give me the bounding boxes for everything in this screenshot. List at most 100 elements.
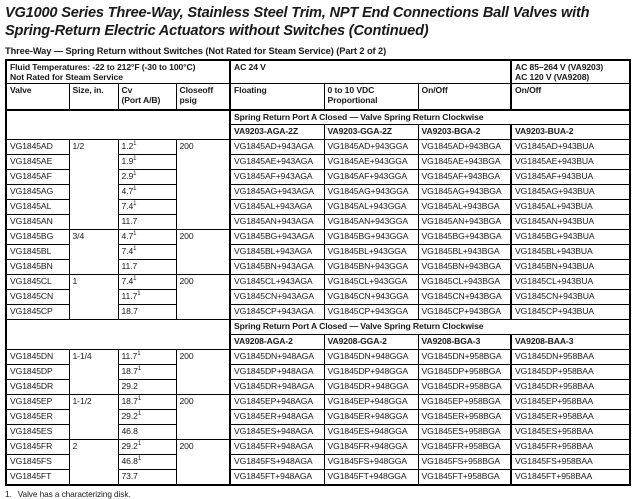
column-header-line: Valve [10,85,32,95]
combo-cell: VG1845AN+943BUA [510,214,631,230]
header-row-columns: Valve Size, in. Cv (Port A/B) Closeoff psi… [5,83,631,111]
valve-code-cell: VG1845AE [5,154,70,170]
combo-cell: VG1845FR+948GGA [323,439,419,455]
combo-cell: VG1845ES+948AGA [229,424,325,440]
valve-code-cell: VG1845AN [5,214,70,230]
combo-cell: VG1845ES+958BGA [417,424,512,440]
cv-cell: 1.91 [117,154,177,170]
valve-code-cell: VG1845ER [5,409,70,425]
combo-cell: VG1845ER+958BGA [417,409,512,425]
cv-cell: 2.91 [117,169,177,185]
combo-cell: VG1845BN+943GGA [323,259,419,275]
cv-cell: 46.81 [117,454,177,470]
valve-code-cell: VG1845FT [5,469,70,485]
cv-value: 18.7 [121,396,138,406]
section-header-row: Spring Return Port A Closed — Valve Spri… [5,319,631,350]
valve-code-cell: VG1845DN [5,349,70,365]
valve-code-cell: VG1845ES [5,424,70,440]
combo-cell: VG1845DR+948AGA [229,379,325,395]
combo-cell: VG1845CL+943BGA [417,274,512,290]
cv-cell: 46.8 [117,424,177,440]
combo-cell: VG1845CP+943GGA [323,304,419,320]
table-row: VG1845BG 3/4 4.71 200 VG1845BG+943AGA VG… [5,229,631,275]
closeoff-cell: 200 [175,274,231,320]
footnote-marker: 1 [133,231,137,238]
fluid-temperature-header-cell: Fluid Temperatures: -22 to 212°F (-30 to… [5,59,231,84]
cv-value: 11.7 [121,216,138,226]
combo-cell: VG1845CP+943BUA [510,304,631,320]
actuator-model-cell: VA9208-GGA-2 [323,334,419,350]
ac-high-voltage-header-cell: AC 85–264 V (VA9203) AC 120 V (VA9208) [510,59,631,84]
combo-cell: VG1845FT+948AGA [229,469,325,485]
valve-code-cell: VG1845CN [5,289,70,305]
cv-cell: 4.71 [117,229,177,245]
actuator-model-cell: VA9203-AGA-2Z [229,124,325,140]
column-header-line: On/Off [515,85,542,95]
footnote-marker: 1 [137,441,142,448]
column-header-cv: Cv (Port A/B) [117,83,177,111]
cv-value: 18.7 [121,306,138,316]
table-caption: Three-Way — Spring Return without Switch… [5,46,387,56]
column-header-line: On/Off [421,85,448,95]
table-row: VG1845FR 2 29.21 200 VG1845FR+948AGA VG1… [5,439,631,485]
header-row-power: Fluid Temperatures: -22 to 212°F (-30 to… [5,59,631,84]
footnote-marker: 1 [137,291,141,298]
combo-cell: VG1845FR+958BAA [510,439,631,455]
fluid-temperature-line1: Fluid Temperatures: -22 to 212°F (-30 to… [10,62,196,72]
size-cell: 1-1/2 [68,394,119,440]
table-row: VG1845AN 11.7 VG1845AN+943AGA VG1845AN+9… [5,214,631,230]
combo-cell: VG1845EP+948GGA [323,394,419,410]
valve-code-cell: VG1845CL [5,274,70,290]
valve-code-cell: VG1845AF [5,169,70,185]
combo-cell: VG1845AE+943GGA [323,154,419,170]
section-title-spring-return-2: Spring Return Port A Closed — Valve Spri… [229,319,631,335]
table-row: VG1845EP 1-1/2 18.71 200 VG1845EP+948AGA… [5,394,631,440]
combo-cell: VG1845AG+943BUA [510,184,631,200]
table-row: VG1845BN 11.7 VG1845BN+943AGA VG1845BN+9… [5,259,631,275]
valve-code-cell: VG1845EP [5,394,70,410]
combo-cell: VG1845DR+958BAA [510,379,631,395]
combo-cell: VG1845CL+943BUA [510,274,631,290]
combo-cell: VG1845FR+958BGA [417,439,512,455]
combo-cell: VG1845DN+948AGA [229,349,325,365]
combo-cell: VG1845AF+943GGA [323,169,419,185]
valve-code-cell: VG1845AL [5,199,70,215]
combo-cell: VG1845FS+948AGA [229,454,325,470]
cv-value: 29.2 [121,411,138,421]
footnote-marker: 1 [133,276,137,283]
cv-value: 29.2 [121,441,138,451]
cv-value: 7.4 [121,276,134,286]
empty-cell [5,109,231,140]
combo-cell: VG1845BL+943BUA [510,244,631,260]
fluid-temperature-line2: Not Rated for Steam Service [10,72,123,82]
table-row: VG1845DN 1-1/4 11.71 200 VG1845DN+948AGA… [5,349,631,395]
combo-cell: VG1845AF+943BGA [417,169,512,185]
valve-code-cell: VG1845BG [5,229,70,245]
combo-cell: VG1845BG+943BGA [417,229,512,245]
combo-cell: VG1845ES+948GGA [323,424,419,440]
cv-cell: 29.21 [117,409,177,425]
table-row: VG1845DP 18.71 VG1845DP+948AGA VG1845DP+… [5,364,631,380]
cv-cell: 1.21 [117,139,177,155]
combo-cell: VG1845AL+943AGA [229,199,325,215]
cv-cell: 7.41 [117,274,177,290]
column-header-line: Cv [121,85,133,95]
combo-cell: VG1845ER+948GGA [323,409,419,425]
combo-cell: VG1845BN+943BUA [510,259,631,275]
column-header-line: 0 to 10 VDC [327,85,375,95]
table-row: VG1845DR 29.2 VG1845DR+948AGA VG1845DR+9… [5,379,631,395]
cv-value: 11.7 [121,351,138,361]
cv-cell: 73.7 [117,469,177,485]
table-row: VG1845AL 7.41 VG1845AL+943AGA VG1845AL+9… [5,199,631,215]
cv-cell: 11.7 [117,259,177,275]
valve-code-cell: VG1845CP [5,304,70,320]
table-row: VG1845AG 4.71 VG1845AG+943AGA VG1845AG+9… [5,184,631,200]
cv-cell: 7.41 [117,244,177,260]
combo-cell: VG1845ER+948AGA [229,409,325,425]
size-cell: 1 [68,274,119,320]
column-header-line: psig [179,95,197,105]
table-row: VG1845ES 46.8 VG1845ES+948AGA VG1845ES+9… [5,424,631,440]
combo-cell: VG1845EP+948AGA [229,394,325,410]
cv-value: 46.8 [121,426,138,436]
